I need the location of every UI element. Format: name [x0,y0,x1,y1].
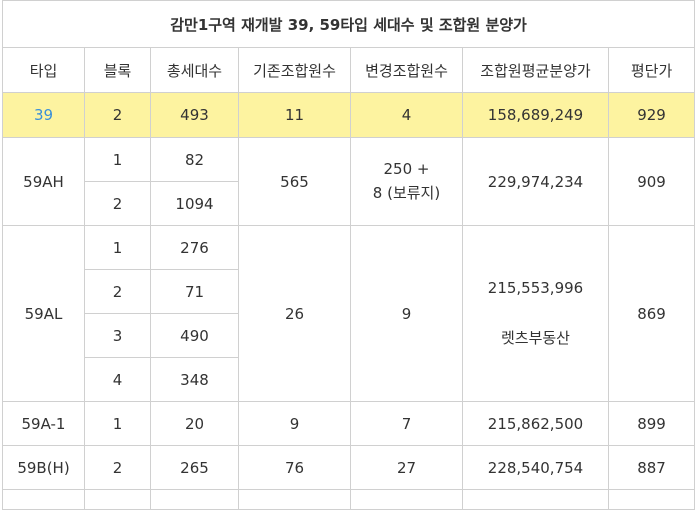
partial-cell [2,489,85,510]
partial-cell [238,489,351,510]
per-pyeong-cell: 909 [607,137,696,226]
header-existing-members: 기존조합원수 [238,47,351,93]
block-cell: 1 [84,401,151,446]
per-pyeong-cell: 887 [607,445,696,490]
header-block: 블록 [84,47,151,93]
type-cell: 39 [2,92,85,138]
price-cell: 215,553,996 렛츠부동산 [462,225,609,402]
type-cell: 59AH [2,137,85,226]
per-pyeong-cell: 929 [607,92,696,138]
header-row: 타입 블록 총세대수 기존조합원수 변경조합원수 조합원평균분양가 평단가 [2,47,696,93]
changed-cell: 27 [350,445,463,490]
header-avg-price: 조합원평균분양가 [462,47,609,93]
watermark-note: 렛츠부동산 [500,329,570,347]
table-row-59ah-2: 2 1094 [3,181,695,226]
total-cell: 348 [150,357,239,402]
table-row-partial [2,489,696,510]
price-value: 215,553,996 [487,279,584,297]
table-row-59ah-1: 59AH 1 82 565 250 + 8 (보류지) 229,974,234 … [2,137,696,226]
existing-cell: 11 [238,92,351,138]
existing-cell: 26 [238,225,351,402]
table-row-59al-1: 59AL 1 276 26 9 215,553,996 렛츠부동산 869 [2,225,696,402]
block-cell: 1 [84,137,151,182]
total-cell: 276 [150,225,239,270]
table-title: 감만1구역 재개발 39, 59타입 세대수 및 조합원 분양가 [1,0,696,48]
partial-cell [607,489,696,510]
header-changed-members: 변경조합원수 [350,47,463,93]
table-row-59bh: 59B(H) 2 265 76 27 228,540,754 887 [2,445,696,490]
header-total-units: 총세대수 [150,47,239,93]
per-pyeong-cell: 869 [607,225,696,402]
table-row-59a-1: 59A-1 1 20 9 7 215,862,500 899 [2,401,696,446]
total-cell: 490 [150,313,239,358]
partial-cell [150,489,239,510]
type-cell: 59AL [2,225,85,402]
existing-cell: 76 [238,445,351,490]
price-cell: 215,862,500 [462,401,609,446]
table-row-59al-2: 2 71 [3,269,695,314]
block-cell: 2 [84,181,151,226]
changed-cell: 7 [350,401,463,446]
block-cell: 2 [84,445,151,490]
type-cell: 59B(H) [2,445,85,490]
changed-line1: 250 + [383,160,430,178]
changed-line2: 8 (보류지) [372,184,441,202]
total-cell: 82 [150,137,239,182]
changed-cell: 250 + 8 (보류지) [350,137,463,226]
block-cell: 1 [84,225,151,270]
total-cell: 71 [150,269,239,314]
price-cell: 229,974,234 [462,137,609,226]
partial-cell [84,489,151,510]
block-cell: 3 [84,313,151,358]
total-cell: 1094 [150,181,239,226]
block-cell: 2 [84,92,151,138]
partial-cell [350,489,463,510]
total-cell: 493 [150,92,239,138]
changed-cell: 9 [350,225,463,402]
per-pyeong-cell: 899 [607,401,696,446]
header-type: 타입 [2,47,85,93]
type-cell: 59A-1 [2,401,85,446]
table-row-59al-4: 4 348 [3,357,695,402]
total-cell: 20 [150,401,239,446]
partial-cell [462,489,609,510]
table-row-39: 39 2 493 11 4 158,689,249 929 [2,92,696,138]
price-cell: 228,540,754 [462,445,609,490]
block-cell: 4 [84,357,151,402]
existing-cell: 565 [238,137,351,226]
block-cell: 2 [84,269,151,314]
total-cell: 265 [150,445,239,490]
price-cell: 158,689,249 [462,92,609,138]
header-per-pyeong: 평단가 [607,47,696,93]
changed-cell: 4 [350,92,463,138]
table-row-59al-3: 3 490 [3,313,695,358]
existing-cell: 9 [238,401,351,446]
